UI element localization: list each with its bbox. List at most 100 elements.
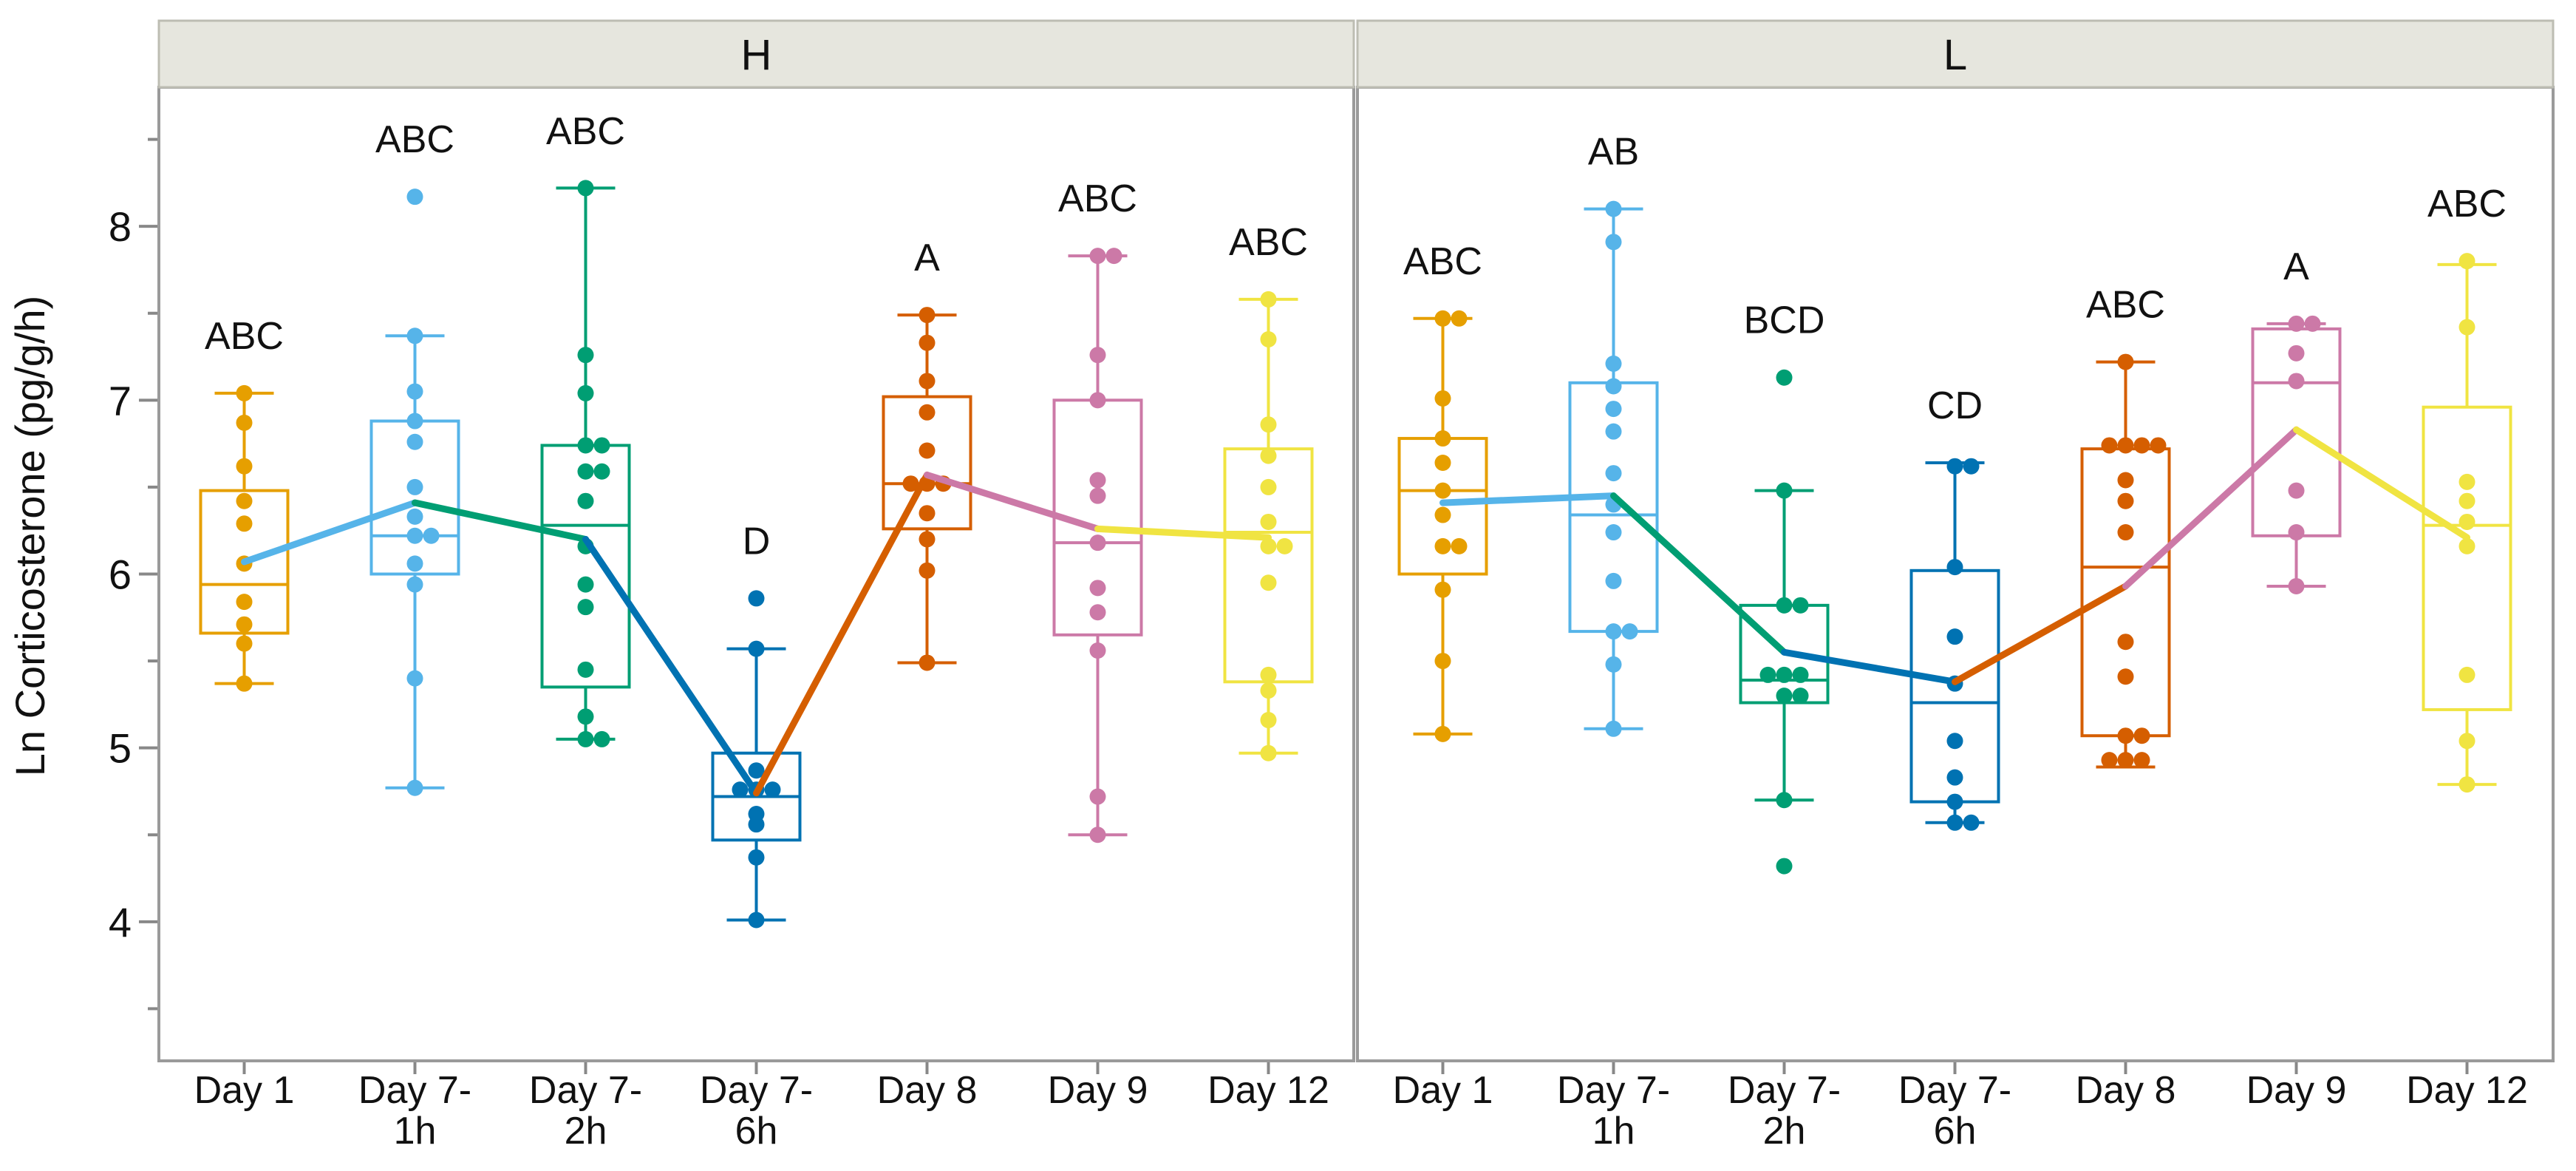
x-tick-label: 6h bbox=[1934, 1110, 1977, 1153]
data-point bbox=[406, 383, 423, 400]
x-tick-label: Day 12 bbox=[2406, 1069, 2528, 1112]
data-point bbox=[236, 384, 253, 401]
mean-line-segment bbox=[241, 499, 418, 566]
mean-line-segment bbox=[1094, 525, 1272, 541]
group-L-0: ABC bbox=[1397, 240, 1488, 742]
panel-strip bbox=[1356, 19, 2555, 89]
data-point bbox=[1434, 454, 1451, 471]
x-tick-label: Day 8 bbox=[2076, 1069, 2176, 1112]
y-tick-label: 6 bbox=[109, 551, 132, 598]
mean-line-segment bbox=[412, 499, 589, 543]
significance-label: ABC bbox=[546, 110, 625, 153]
data-point bbox=[406, 433, 423, 450]
x-tick-label: 2h bbox=[1763, 1110, 1806, 1153]
data-point bbox=[577, 437, 594, 454]
data-point bbox=[764, 781, 781, 798]
data-point bbox=[1434, 310, 1451, 327]
data-point bbox=[1260, 331, 1277, 348]
data-point bbox=[748, 912, 765, 929]
data-point bbox=[593, 463, 610, 480]
data-point bbox=[577, 384, 594, 401]
data-point bbox=[1260, 291, 1277, 308]
box bbox=[2422, 405, 2512, 711]
data-point bbox=[2459, 319, 2476, 336]
data-point bbox=[1621, 623, 1638, 640]
data-point bbox=[1089, 248, 1106, 265]
data-point bbox=[1776, 688, 1793, 705]
data-point bbox=[2288, 373, 2305, 390]
data-point bbox=[919, 442, 936, 459]
data-point bbox=[1260, 666, 1277, 683]
x-tick-label: 2h bbox=[565, 1110, 607, 1153]
y-tick-label: 4 bbox=[109, 899, 132, 946]
data-point bbox=[236, 594, 253, 611]
data-point bbox=[1089, 642, 1106, 659]
data-point bbox=[2101, 752, 2118, 769]
data-point bbox=[1792, 597, 1809, 614]
significance-label: ABC bbox=[1403, 240, 1482, 283]
panel-strip-label: H bbox=[741, 31, 772, 79]
data-point bbox=[1963, 458, 1980, 475]
x-tick-label: Day 7- bbox=[1898, 1069, 2011, 1112]
data-point bbox=[1946, 769, 1963, 786]
data-point bbox=[1605, 524, 1622, 541]
panels-layer: H ABC ABC ABC D A ABC ABC L ABC AB BCD CD ABC A ABC bbox=[157, 19, 2555, 1062]
group-H-1: ABC bbox=[369, 118, 460, 796]
data-point bbox=[1089, 580, 1106, 597]
data-point bbox=[1434, 482, 1451, 499]
data-point bbox=[2117, 472, 2134, 489]
data-point bbox=[1946, 628, 1963, 645]
data-point bbox=[2459, 666, 2476, 683]
data-point bbox=[1089, 472, 1106, 489]
y-axis: 4 5 6 7 8 bbox=[109, 138, 157, 1011]
mean-line-segment bbox=[582, 535, 760, 797]
mean-line-segment bbox=[2293, 426, 2470, 541]
data-point bbox=[1776, 792, 1793, 809]
data-point bbox=[2304, 315, 2321, 332]
data-point bbox=[1260, 478, 1277, 495]
data-point bbox=[236, 414, 253, 431]
significance-label: CD bbox=[1927, 384, 1983, 427]
x-tick-label: Day 7- bbox=[529, 1069, 642, 1112]
data-point bbox=[593, 730, 610, 747]
data-point bbox=[577, 347, 594, 364]
data-point bbox=[406, 576, 423, 593]
mean-line-segment bbox=[1952, 583, 2129, 685]
data-point bbox=[1946, 559, 1963, 576]
data-point bbox=[577, 180, 594, 197]
data-point bbox=[577, 730, 594, 747]
data-point bbox=[2459, 537, 2476, 554]
data-point bbox=[1089, 604, 1106, 621]
data-point bbox=[2459, 776, 2476, 793]
data-point bbox=[1776, 482, 1793, 499]
data-point bbox=[919, 505, 936, 522]
x-tick-label: Day 7- bbox=[1557, 1069, 1670, 1112]
data-point bbox=[577, 492, 594, 509]
panel-strip bbox=[157, 19, 1355, 89]
data-point bbox=[1605, 465, 1622, 482]
data-point bbox=[2117, 634, 2134, 651]
data-point bbox=[1276, 537, 1293, 554]
data-point bbox=[1089, 827, 1106, 844]
data-point bbox=[748, 640, 765, 657]
data-point bbox=[1605, 378, 1622, 395]
data-point bbox=[1260, 537, 1277, 554]
data-point bbox=[2117, 524, 2134, 541]
data-point bbox=[406, 555, 423, 572]
data-point bbox=[2459, 513, 2476, 530]
data-point bbox=[1260, 574, 1277, 591]
data-point bbox=[919, 307, 936, 324]
significance-label: ABC bbox=[2427, 183, 2507, 225]
data-point bbox=[1451, 310, 1468, 327]
data-point bbox=[1963, 814, 1980, 831]
data-point bbox=[2117, 727, 2134, 744]
data-point bbox=[406, 478, 423, 495]
significance-label: D bbox=[743, 520, 771, 563]
data-point bbox=[2150, 437, 2167, 454]
mean-line-segment bbox=[924, 471, 1101, 532]
group-H-2: ABC bbox=[540, 110, 631, 747]
data-point bbox=[1605, 234, 1622, 251]
data-point bbox=[236, 616, 253, 633]
data-point bbox=[1946, 733, 1963, 750]
